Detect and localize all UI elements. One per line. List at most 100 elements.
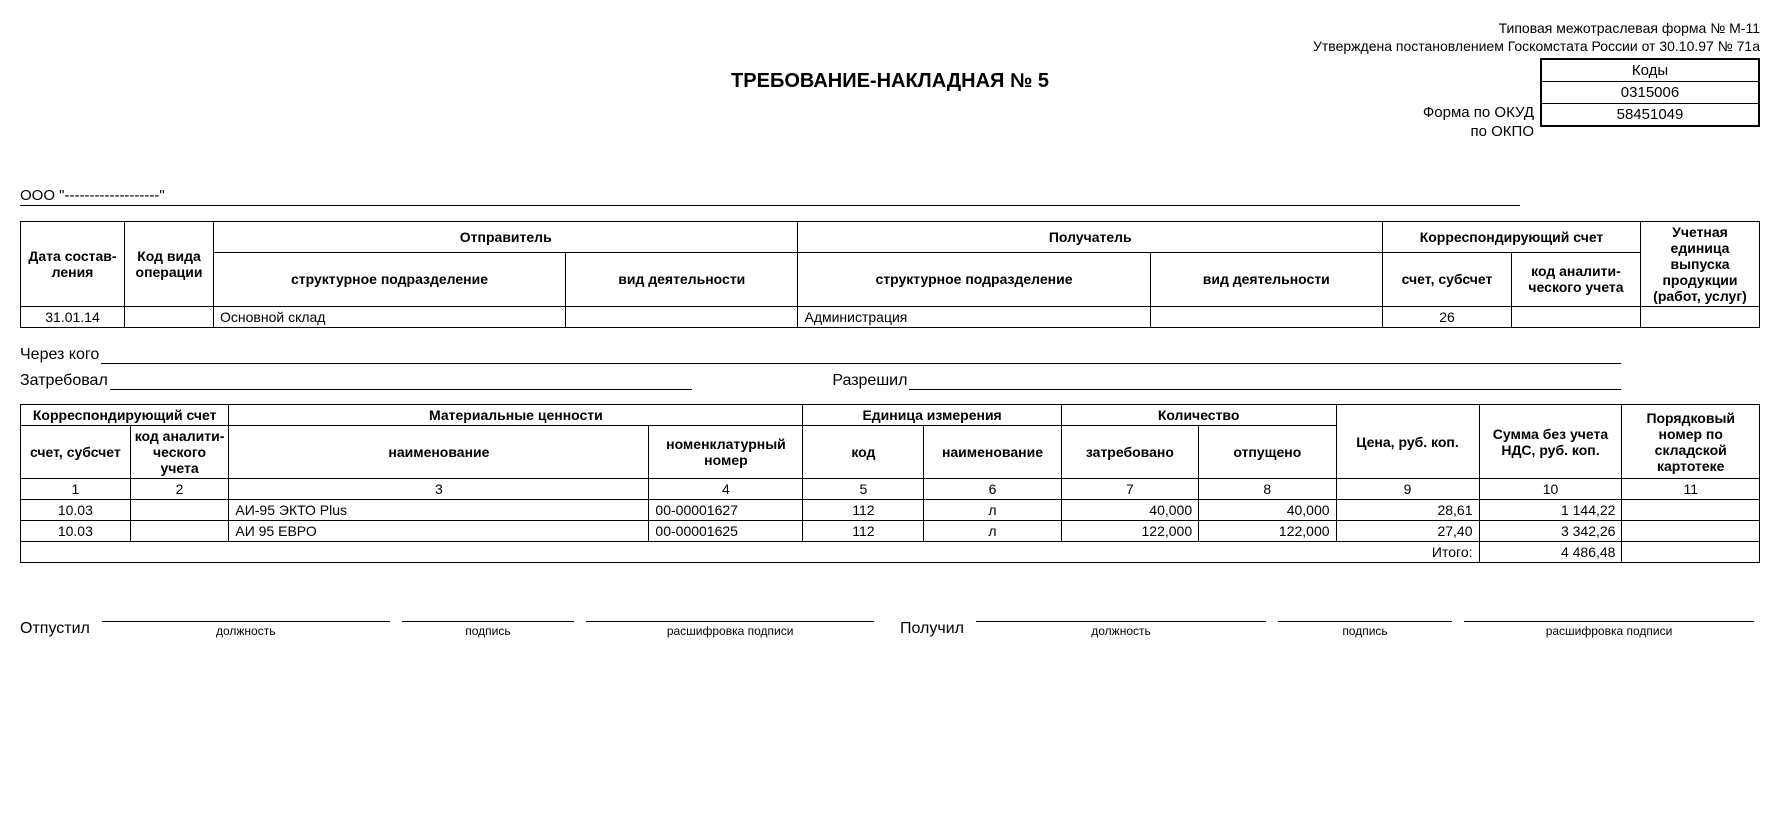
received-sign-line (1278, 603, 1452, 622)
items-table: Корреспондирующий счет Материальные ценн… (20, 404, 1760, 563)
released-decipher-line (586, 603, 874, 622)
t2-price: Цена, руб. коп. (1336, 405, 1479, 479)
col-receiver: Получатель (798, 222, 1383, 253)
cap-sign2: подпись (1278, 624, 1452, 638)
received-position-line (976, 603, 1266, 622)
cn11: 11 (1622, 479, 1760, 500)
t2-nomen: номенк­латурный номер (649, 426, 803, 479)
total-value: 4 486,48 (1479, 542, 1622, 563)
t2-card: Порядковый номер по складской картотеке (1622, 405, 1760, 479)
cn5: 5 (803, 479, 924, 500)
col-corr: Корреспондирующий счет (1383, 222, 1641, 253)
col-account: счет, субсчет (1383, 252, 1512, 306)
cn2: 2 (130, 479, 229, 500)
cell-analytic (1512, 307, 1641, 328)
col-sender-act: вид деятельности (566, 252, 798, 306)
header-table: Дата состав­ления Код вида операции Отпр… (20, 221, 1760, 328)
cn9: 9 (1336, 479, 1479, 500)
cell-optype (125, 307, 214, 328)
r0-analytic (130, 500, 229, 521)
r1-uname: л (924, 521, 1061, 542)
r1-card (1622, 521, 1760, 542)
col-sender: Отправитель (214, 222, 798, 253)
table-row: 31.01.14 Основной склад Администрация 26 (21, 307, 1760, 328)
cn3: 3 (229, 479, 649, 500)
cell-sender-act (566, 307, 798, 328)
t2-name: наименование (229, 426, 649, 479)
t2-corr: Корреспондирующий счет (21, 405, 229, 426)
col-receiver-act: вид деятельности (1150, 252, 1382, 306)
t2-sum: Сумма без учета НДС, руб. коп. (1479, 405, 1622, 479)
r0-price: 28,61 (1336, 500, 1479, 521)
t2-req: затре­бова­но (1061, 426, 1198, 479)
cap-position1: должность (102, 624, 390, 638)
requested-label: Затребовал (20, 372, 108, 390)
r0-card (1622, 500, 1760, 521)
r0-req: 40,000 (1061, 500, 1198, 521)
released-sign-line (402, 603, 575, 622)
table-row: 10.03 АИ-95 ЭКТО Plus 00-00001627 112 л … (21, 500, 1760, 521)
r1-analytic (130, 521, 229, 542)
col-analytic: код аналити­ческого учета (1512, 252, 1641, 306)
form-line2: Утверждена постановлением Госкомстата Ро… (20, 38, 1760, 54)
total-row: Итого: 4 486,48 (21, 542, 1760, 563)
r1-rel: 122,000 (1199, 521, 1336, 542)
requested-line (110, 389, 693, 390)
received-group: Получил должность подпись расшифровка по… (900, 603, 1760, 638)
cap-position2: должность (976, 624, 1266, 638)
r0-nomen: 00-00001627 (649, 500, 803, 521)
cell-receiver-struct: Администрация (798, 307, 1150, 328)
col-unit: Учетная единица выпуска продукции (работ… (1641, 222, 1760, 307)
okpo-label: по ОКПО (1423, 123, 1542, 140)
r1-name: АИ 95 ЕВРО (229, 521, 649, 542)
t2-account: счет, субсчет (21, 426, 131, 479)
t2-unit: Единица измерения (803, 405, 1061, 426)
r1-sum: 3 342,26 (1479, 521, 1622, 542)
r0-sum: 1 144,22 (1479, 500, 1622, 521)
t2-rel: отпу­щено (1199, 426, 1336, 479)
approved-line (909, 389, 1620, 390)
r1-price: 27,40 (1336, 521, 1479, 542)
cell-unit (1641, 307, 1760, 328)
cn7: 7 (1061, 479, 1198, 500)
cn8: 8 (1199, 479, 1336, 500)
cap-decipher2: расшифровка подписи (1464, 624, 1754, 638)
through-line (101, 346, 1621, 364)
col-optype: Код вида операции (125, 222, 214, 307)
r0-name: АИ-95 ЭКТО Plus (229, 500, 649, 521)
r1-nomen: 00-00001625 (649, 521, 803, 542)
t2-code: код (803, 426, 924, 479)
released-label: Отпустил (20, 620, 90, 638)
r0-uname: л (924, 500, 1061, 521)
t2-uname: наиме­нование (924, 426, 1061, 479)
cell-sender-struct: Основной склад (214, 307, 566, 328)
t2-qty: Количество (1061, 405, 1336, 426)
cell-receiver-act (1150, 307, 1382, 328)
r0-rel: 40,000 (1199, 500, 1336, 521)
cn6: 6 (924, 479, 1061, 500)
org-name: ООО "-------------------" (20, 187, 1520, 206)
released-position-line (102, 603, 390, 622)
r0-account: 10.03 (21, 500, 131, 521)
cap-decipher1: расшифровка подписи (586, 624, 874, 638)
t2-analytic: код аналити­ческого учета (130, 426, 229, 479)
cell-date: 31.01.14 (21, 307, 125, 328)
approved-label: Разрешил (832, 372, 907, 390)
okud-label: Форма по ОКУД (1423, 104, 1542, 121)
cell-account: 26 (1383, 307, 1512, 328)
released-group: Отпустил должность подпись расшифровка п… (20, 603, 880, 638)
cn10: 10 (1479, 479, 1622, 500)
total-label: Итого: (21, 542, 1480, 563)
r1-account: 10.03 (21, 521, 131, 542)
okpo-value: 58451049 (1541, 104, 1759, 127)
cap-sign1: подпись (402, 624, 575, 638)
cn1: 1 (21, 479, 131, 500)
through-label: Через кого (20, 346, 99, 364)
r1-req: 122,000 (1061, 521, 1198, 542)
col-sender-struct: структурное подразделение (214, 252, 566, 306)
table-row: 10.03 АИ 95 ЕВРО 00-00001625 112 л 122,0… (21, 521, 1760, 542)
col-date: Дата состав­ления (21, 222, 125, 307)
t2-materials: Материальные ценности (229, 405, 803, 426)
received-decipher-line (1464, 603, 1754, 622)
cn4: 4 (649, 479, 803, 500)
